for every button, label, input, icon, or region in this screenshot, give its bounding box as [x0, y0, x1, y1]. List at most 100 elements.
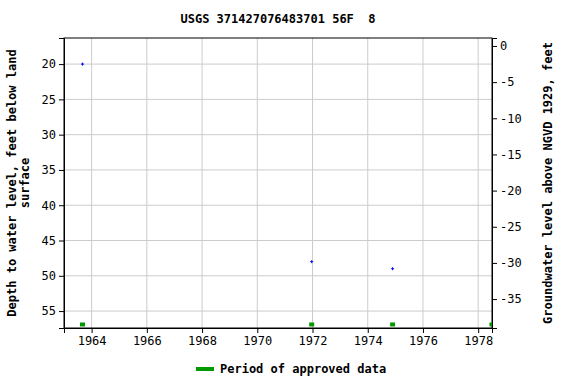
- y2-label: Groundwater level above NGVD 1929, feet: [541, 42, 555, 324]
- tick: 0: [492, 39, 507, 53]
- legend-swatch: [196, 367, 214, 371]
- tick-label: -25: [500, 220, 522, 234]
- tick: -5: [492, 75, 514, 89]
- tick: -25: [492, 220, 522, 234]
- grid-line: [257, 38, 258, 328]
- tick-label: 1974: [354, 334, 383, 348]
- tick-mark: [59, 135, 64, 136]
- grid-line: [64, 64, 492, 65]
- tick-mark: [59, 64, 64, 65]
- axis-line: [493, 39, 498, 329]
- tick-mark: [59, 99, 64, 100]
- tick-mark: [492, 263, 497, 264]
- tick-mark: [423, 328, 424, 333]
- tick: 40: [42, 199, 64, 213]
- tick: 50: [42, 269, 64, 283]
- tick: 45: [42, 234, 64, 248]
- grid-line: [64, 275, 492, 276]
- grid-line: [202, 38, 203, 328]
- tick: -10: [492, 112, 522, 126]
- tick-label: 1964: [78, 334, 107, 348]
- tick: 1974: [354, 328, 383, 348]
- y-label: Depth to water level, feet below landsur…: [5, 49, 32, 316]
- tick-mark: [492, 191, 497, 192]
- approved-period: [309, 322, 314, 326]
- plot-frame: [64, 38, 492, 328]
- tick-mark: [478, 328, 479, 333]
- tick-label: 1970: [243, 334, 272, 348]
- tick: 1978: [464, 328, 493, 348]
- tick: -30: [492, 256, 522, 270]
- tick-label: 50: [42, 269, 56, 283]
- tick-label: -20: [500, 184, 522, 198]
- tick-label: 1978: [464, 334, 493, 348]
- tick-label: 45: [42, 234, 56, 248]
- y-label-line: Depth to water level, feet below land: [5, 49, 19, 316]
- data-point: [391, 267, 394, 270]
- legend-label: Period of approved data: [220, 362, 386, 376]
- tick: 20: [42, 57, 64, 71]
- tick-mark: [368, 328, 369, 333]
- y-label-line: surface: [18, 158, 32, 209]
- tick: 1976: [409, 328, 438, 348]
- tick: 1970: [243, 328, 272, 348]
- y2-axis: 0 -5 -10 -15 -20 -25 -30 -35: [492, 39, 522, 329]
- grid-line: [64, 169, 492, 170]
- grid-line: [478, 38, 479, 328]
- tick-mark: [492, 227, 497, 228]
- tick: 30: [42, 128, 64, 142]
- grid: [64, 38, 492, 328]
- tick-label: -15: [500, 148, 522, 162]
- tick-mark: [92, 328, 93, 333]
- grid-line: [64, 205, 492, 206]
- tick: 25: [42, 93, 64, 107]
- tick-mark: [492, 118, 497, 119]
- tick: -20: [492, 184, 522, 198]
- grid-line: [64, 240, 492, 241]
- tick: 55: [42, 304, 64, 318]
- tick-mark: [59, 311, 64, 312]
- tick-label: -30: [500, 256, 522, 270]
- marks: [80, 63, 492, 327]
- tick-mark: [147, 328, 148, 333]
- tick-label: 1968: [188, 334, 217, 348]
- tick: -35: [492, 292, 522, 306]
- grid-line: [64, 311, 492, 312]
- approved-period: [390, 322, 395, 326]
- tick-label: 55: [42, 304, 56, 318]
- data-point: [310, 260, 313, 263]
- tick-mark: [492, 154, 497, 155]
- grid-line: [312, 38, 313, 328]
- tick-mark: [59, 205, 64, 206]
- data-point: [81, 63, 84, 66]
- tick-label: 0: [500, 39, 507, 53]
- tick: 35: [42, 163, 64, 177]
- tick-label: 30: [42, 128, 56, 142]
- y-axis: 20 25 30 35 40 45 50 55: [42, 39, 65, 329]
- tick-label: 35: [42, 163, 56, 177]
- grid-line: [64, 134, 492, 135]
- tick-mark: [313, 328, 314, 333]
- x-axis: 1964 1966 1968 1970 1972 1974 1976 1978: [65, 328, 494, 348]
- tick: 1966: [133, 328, 162, 348]
- legend: Period of approved data: [196, 362, 386, 376]
- axis-line: [65, 329, 493, 334]
- grid-line: [367, 38, 368, 328]
- tick-mark: [492, 82, 497, 83]
- tick-mark: [59, 241, 64, 242]
- tick-mark: [59, 276, 64, 277]
- grid-line: [91, 38, 92, 328]
- approved-period: [490, 322, 493, 326]
- tick-label: 40: [42, 199, 56, 213]
- tick: 1972: [299, 328, 328, 348]
- tick: 1964: [78, 328, 107, 348]
- tick-label: 1966: [133, 334, 162, 348]
- grid-line: [422, 38, 423, 328]
- chart: 1964 1966 1968 1970 1972 1974 1976 1978 20 25 30 35…: [0, 0, 576, 384]
- tick-mark: [257, 328, 258, 333]
- grid-line: [64, 99, 492, 100]
- tick-mark: [59, 170, 64, 171]
- tick-label: -35: [500, 292, 522, 306]
- tick-label: 1972: [299, 334, 328, 348]
- approved-period: [80, 322, 85, 326]
